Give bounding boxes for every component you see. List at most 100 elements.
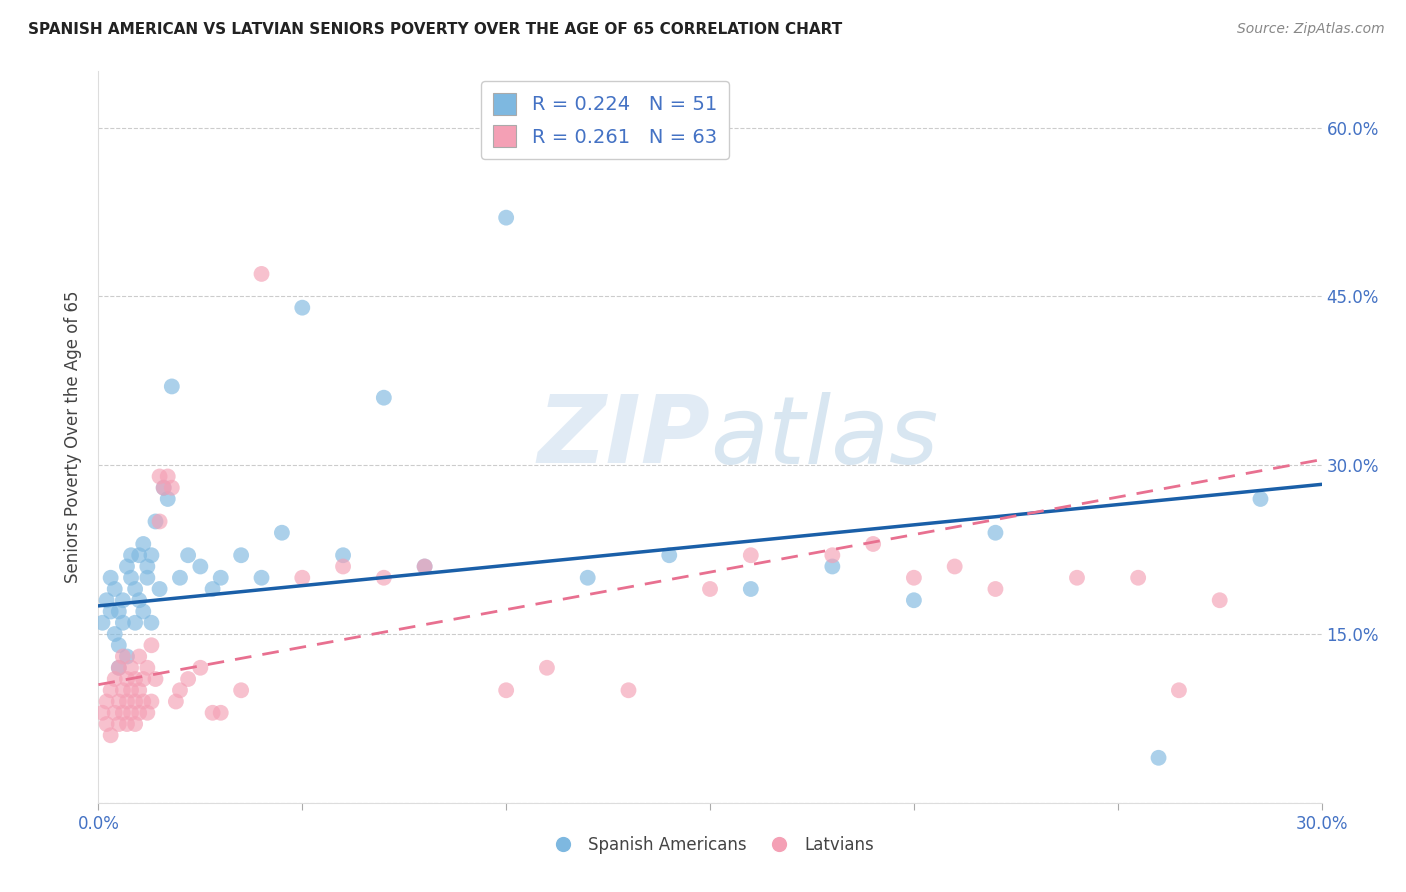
Point xyxy=(1147,751,1170,765)
Point xyxy=(124,672,146,686)
Point xyxy=(120,706,142,720)
Point xyxy=(250,571,273,585)
Point xyxy=(100,605,122,619)
Point xyxy=(536,661,558,675)
Point xyxy=(108,605,131,619)
Point xyxy=(201,706,224,720)
Point xyxy=(111,615,134,630)
Point xyxy=(124,717,146,731)
Point xyxy=(136,706,159,720)
Point xyxy=(177,548,200,562)
Point xyxy=(132,605,155,619)
Point xyxy=(332,548,354,562)
Point xyxy=(128,593,150,607)
Point xyxy=(231,683,253,698)
Point xyxy=(108,661,131,675)
Point xyxy=(124,694,146,708)
Point xyxy=(108,717,131,731)
Point xyxy=(169,571,191,585)
Point xyxy=(699,582,721,596)
Point xyxy=(149,515,172,529)
Point xyxy=(152,481,174,495)
Point xyxy=(740,582,762,596)
Point xyxy=(413,559,436,574)
Point xyxy=(111,683,134,698)
Point xyxy=(821,548,844,562)
Point xyxy=(115,717,138,731)
Point xyxy=(177,672,200,686)
Point xyxy=(100,728,122,742)
Point xyxy=(740,548,762,562)
Point xyxy=(373,571,395,585)
Point xyxy=(115,649,138,664)
Point xyxy=(1167,683,1189,698)
Point xyxy=(91,615,114,630)
Point xyxy=(136,571,159,585)
Point xyxy=(141,548,163,562)
Point xyxy=(231,548,253,562)
Point xyxy=(141,638,163,652)
Point xyxy=(136,661,159,675)
Y-axis label: Seniors Poverty Over the Age of 65: Seniors Poverty Over the Age of 65 xyxy=(65,291,83,583)
Point xyxy=(104,627,127,641)
Point xyxy=(132,672,155,686)
Point xyxy=(160,379,183,393)
Point xyxy=(100,571,122,585)
Point xyxy=(145,672,167,686)
Point xyxy=(495,211,517,225)
Legend: Spanish Americans, Latvians: Spanish Americans, Latvians xyxy=(538,829,882,860)
Point xyxy=(91,706,114,720)
Point xyxy=(104,582,127,596)
Point xyxy=(124,582,146,596)
Point xyxy=(132,694,155,708)
Point xyxy=(903,571,925,585)
Point xyxy=(201,582,224,596)
Point xyxy=(120,661,142,675)
Point xyxy=(120,571,142,585)
Point xyxy=(145,515,167,529)
Point xyxy=(132,537,155,551)
Point xyxy=(984,582,1007,596)
Point xyxy=(104,706,127,720)
Point xyxy=(96,593,118,607)
Point xyxy=(108,661,131,675)
Text: Source: ZipAtlas.com: Source: ZipAtlas.com xyxy=(1237,22,1385,37)
Text: SPANISH AMERICAN VS LATVIAN SENIORS POVERTY OVER THE AGE OF 65 CORRELATION CHART: SPANISH AMERICAN VS LATVIAN SENIORS POVE… xyxy=(28,22,842,37)
Point xyxy=(617,683,640,698)
Point xyxy=(108,638,131,652)
Point xyxy=(165,694,187,708)
Point xyxy=(152,481,174,495)
Point xyxy=(291,571,314,585)
Point xyxy=(128,683,150,698)
Point xyxy=(291,301,314,315)
Point xyxy=(149,582,172,596)
Point xyxy=(128,706,150,720)
Point xyxy=(1249,491,1271,506)
Point xyxy=(943,559,966,574)
Point xyxy=(984,525,1007,540)
Point xyxy=(120,683,142,698)
Point xyxy=(169,683,191,698)
Point xyxy=(96,717,118,731)
Point xyxy=(136,559,159,574)
Point xyxy=(100,683,122,698)
Point xyxy=(156,469,179,483)
Point xyxy=(1066,571,1088,585)
Point xyxy=(115,672,138,686)
Point xyxy=(141,694,163,708)
Point xyxy=(862,537,884,551)
Point xyxy=(250,267,273,281)
Point xyxy=(160,481,183,495)
Point xyxy=(209,571,232,585)
Point xyxy=(1209,593,1232,607)
Point xyxy=(120,548,142,562)
Point xyxy=(115,694,138,708)
Point xyxy=(108,694,131,708)
Point xyxy=(115,559,138,574)
Point xyxy=(124,615,146,630)
Point xyxy=(188,559,212,574)
Point xyxy=(576,571,599,585)
Point xyxy=(209,706,232,720)
Point xyxy=(821,559,844,574)
Point xyxy=(373,391,395,405)
